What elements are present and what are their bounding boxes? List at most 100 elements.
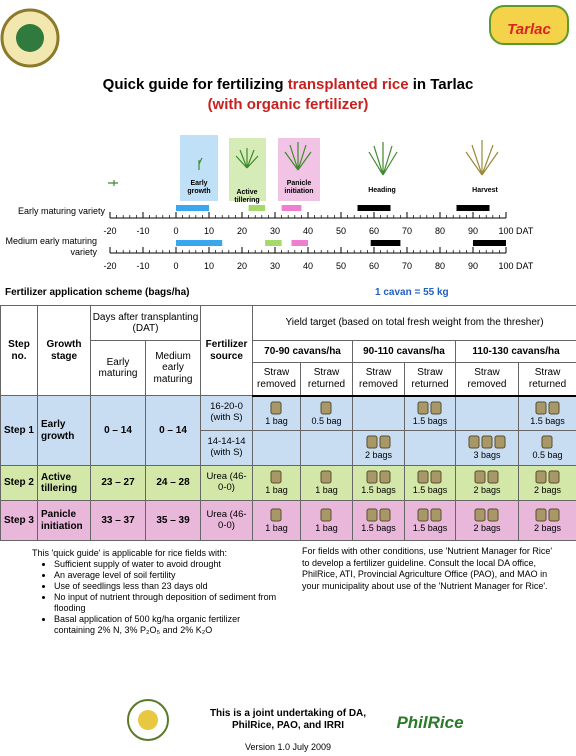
header-cell: Straw returned [404, 362, 456, 397]
header-cell: 70-90 cavans/ha [252, 340, 353, 363]
logo-right [489, 5, 569, 45]
header-cell: Early maturing [90, 340, 146, 396]
straw-label: Straw returned [411, 367, 449, 390]
bag-icon [379, 435, 390, 449]
bag-icon [474, 508, 486, 522]
amount-label: 1.5 bags [412, 415, 448, 426]
bag-icon [487, 470, 499, 484]
tick-label: 70 [402, 226, 412, 236]
stage-cell: Panicle initiation [37, 500, 91, 541]
stage-cell: Early growth [37, 395, 91, 466]
amount-label: 1.5 bags [412, 522, 448, 533]
bag-icons [535, 470, 560, 484]
stage-bar [357, 205, 391, 211]
bag-icon [379, 508, 390, 522]
bag-icons [468, 435, 505, 449]
notes-right: For fields with other conditions, use 'N… [302, 546, 553, 591]
title-text: in Tarlac [408, 76, 474, 93]
logo-left-inner [16, 24, 44, 52]
bag-icons [474, 470, 499, 484]
tick-label: -20 [103, 261, 116, 271]
header-cell: Medium early maturing [145, 340, 201, 396]
bag-icon [366, 508, 377, 522]
amount-cell: 1 bag [252, 395, 301, 431]
title-highlight: transplanted rice [287, 76, 409, 93]
tick-label: 60 [369, 261, 379, 271]
amount-cell [455, 395, 519, 431]
bag-icons [320, 401, 332, 415]
tick-label: 100 [498, 261, 513, 271]
tick-label: 30 [270, 226, 280, 236]
note-item: Use of seedlings less than 23 days old [54, 581, 277, 592]
notes-list: Sufficient supply of water to avoid drou… [32, 559, 277, 636]
amount-label: 1.5 bags [412, 485, 448, 496]
days-cell: 0 – 14 [145, 395, 201, 466]
footer-joint: This is a joint undertaking of DA, PhilR… [209, 708, 367, 731]
bag-icon [320, 470, 332, 484]
bag-icon [541, 435, 553, 449]
amount-cell [252, 430, 301, 466]
header-cell: Growth stage [37, 305, 91, 396]
stage-bar [291, 240, 308, 246]
source-cell: Urea (46-0-0) [200, 465, 253, 501]
days-cell: 0 – 14 [90, 395, 146, 466]
subtitle: (with organic fertilizer) [207, 96, 369, 113]
bag-icon [270, 470, 282, 484]
row-label: Medium early maturing variety [5, 236, 97, 257]
logo-right-text: Tarlac [507, 21, 551, 38]
amount-cell: 1.5 bags [517, 395, 576, 431]
amount-cell: 2 bags [455, 500, 519, 541]
straw-label: Straw returned [307, 367, 346, 390]
bag-icon [474, 470, 486, 484]
tick-label: 0 [173, 261, 178, 271]
axis-unit: DAT [516, 226, 534, 236]
bag-icon [320, 508, 332, 522]
amount-label: 2 bags [473, 485, 501, 496]
bag-icon [379, 470, 390, 484]
bag-icons [535, 508, 560, 522]
title-text: Quick guide for fertilizing [102, 76, 288, 93]
amount-label: 1 bag [315, 485, 338, 496]
header-cell: 110-130 cavans/ha [454, 340, 576, 363]
stage-bar [265, 240, 282, 246]
stage-cell: Active tillering [37, 465, 91, 501]
bag-icons [366, 435, 390, 449]
bag-icon [417, 401, 429, 415]
bag-icon [417, 508, 429, 522]
bag-icons [474, 508, 499, 522]
bag-icon [270, 508, 282, 522]
stage-bar [456, 205, 490, 211]
amount-label: 2 bags [473, 522, 501, 533]
step-cell: Step 3 [0, 500, 38, 541]
straw-label: Straw returned [528, 367, 567, 390]
amount-cell: 1 bag [300, 500, 353, 541]
tick-label: 10 [204, 261, 214, 271]
days-cell: 23 – 27 [90, 465, 146, 501]
bag-icons [270, 470, 282, 484]
bag-icon [270, 401, 282, 415]
bag-icons [366, 470, 390, 484]
amount-cell [352, 395, 405, 431]
bag-icons [417, 470, 442, 484]
fertilizer-table: Step no. Growth stage Days after transpl… [0, 305, 576, 541]
stage-label: Panicle initiation [284, 180, 313, 195]
amount-label: 2 bags [534, 485, 562, 496]
days-cell: 35 – 39 [145, 500, 201, 541]
header-cell: Straw removed [252, 362, 301, 397]
header-cell: Yield target (based on total fresh weigh… [251, 305, 576, 341]
amount-cell: 2 bags [517, 465, 576, 501]
bag-icon [468, 435, 479, 449]
tick-label: 40 [303, 261, 313, 271]
amount-cell: 2 bags [455, 465, 519, 501]
bag-icon [535, 508, 547, 522]
header-cell: Step no. [0, 305, 38, 396]
amount-cell: 2 bags [352, 430, 405, 466]
tick-label: 20 [237, 226, 247, 236]
amount-label: 1.5 bags [530, 415, 565, 426]
footer-graphics: PhilRice [127, 699, 464, 741]
scheme-note: 1 cavan = 55 kg [375, 287, 449, 298]
note-item: Sufficient supply of water to avoid drou… [54, 559, 277, 570]
table-row: Step 3 Panicle initiation 33 – 37 35 – 39 Ur… [0, 500, 576, 541]
tick-label: 20 [237, 261, 247, 271]
